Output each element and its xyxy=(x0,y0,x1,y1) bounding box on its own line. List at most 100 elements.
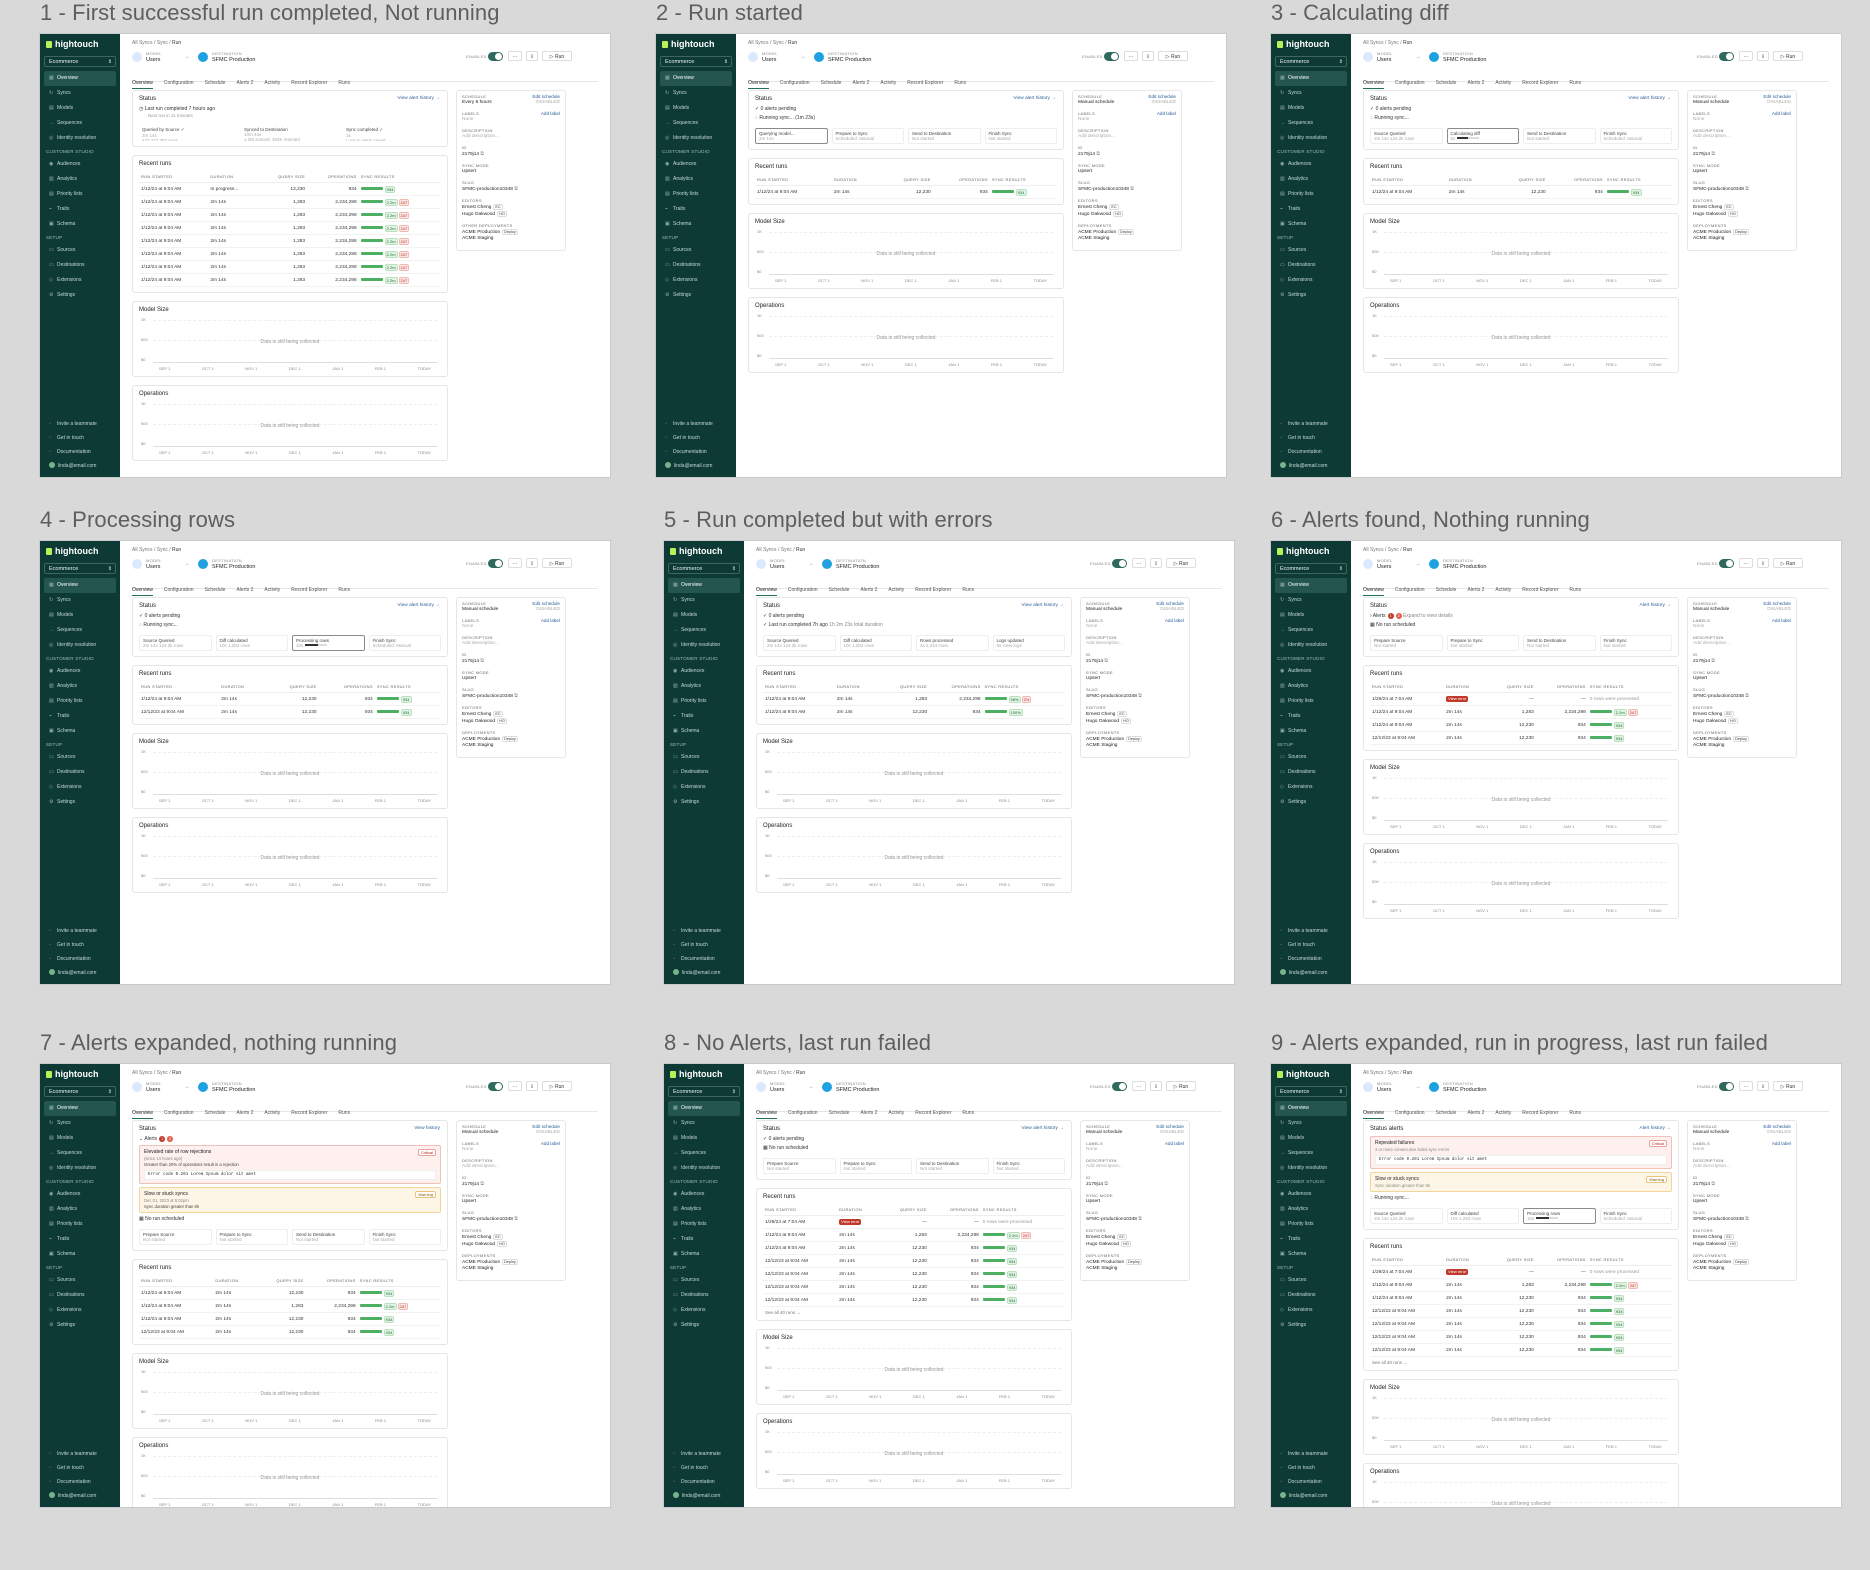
sidebar-item[interactable]: ▭ Sources xyxy=(668,1273,740,1288)
copy-icon[interactable]: ⧉ xyxy=(1138,1217,1142,1222)
sidebar-item[interactable]: ◇ Extensions xyxy=(660,273,732,288)
table-row[interactable]: 12/12/23 at 9:04 AM 2m 14s 12,230 934 934 xyxy=(763,1267,1065,1281)
breadcrumb-link[interactable]: All Syncs xyxy=(1363,1070,1384,1076)
sidebar-item[interactable]: ▥ Analytics xyxy=(1275,679,1347,694)
pin-icon[interactable]: ⇩ xyxy=(526,1081,538,1091)
table-row[interactable]: 1/12/24 at 9:04 AM 2m 14s 12,230 934 934 xyxy=(1370,1291,1672,1305)
table-row[interactable]: 1/12/24 at 9:04 AM 2m 14s 1,283 2,234,298 2.… xyxy=(139,247,441,261)
tab[interactable]: Activity xyxy=(1495,1110,1512,1116)
tab[interactable]: Record Explorer xyxy=(915,587,952,593)
sidebar-item[interactable]: ▤ Priority lists xyxy=(44,694,116,709)
view-error-button[interactable]: View error xyxy=(1446,696,1469,702)
sidebar-item[interactable]: ▤ Models xyxy=(668,608,740,623)
description-input[interactable]: Add description... xyxy=(1086,641,1124,646)
table-row[interactable]: 12/12/23 at 9:04 AM 2m 14s 12,230 934 934 xyxy=(1370,1330,1672,1344)
table-row[interactable]: 1/12/24 at 9:04 AM 2m 14s 1,283 2,234,298 98… xyxy=(763,692,1065,706)
sidebar-item[interactable]: ▣ Schema xyxy=(1275,217,1347,232)
table-row[interactable]: 12/12/23 at 9:04 AM 2m 14s 12,230 934 934 xyxy=(763,1293,1065,1307)
footer-link[interactable]: ◦ Invite a teammate xyxy=(660,417,732,431)
sidebar-item[interactable]: ◉ Audiences xyxy=(668,664,740,679)
add-label-link[interactable]: Add label xyxy=(540,618,560,623)
breadcrumb-link[interactable]: All Syncs xyxy=(132,1070,153,1076)
pin-icon[interactable]: ⇩ xyxy=(1757,558,1769,568)
copy-icon[interactable]: ⧉ xyxy=(514,187,518,192)
sidebar-item[interactable]: ▣ Schema xyxy=(668,724,740,739)
footer-link[interactable]: ◦ Documentation xyxy=(1275,1475,1347,1489)
sidebar-item[interactable]: ▤ Priority lists xyxy=(660,187,732,202)
sidebar-item[interactable]: ▤ Priority lists xyxy=(44,187,116,202)
deploy-button[interactable]: Deploy xyxy=(502,736,518,742)
sidebar-item[interactable]: ⚙ Settings xyxy=(1275,795,1347,810)
edit-schedule-link[interactable]: Edit schedule xyxy=(1156,1124,1184,1129)
alert-history-link[interactable]: View alert history → xyxy=(1628,96,1671,101)
pin-icon[interactable]: ⇩ xyxy=(1757,51,1769,61)
table-row[interactable]: 1/12/24 at 9:04 AM In progress... 12,230 93… xyxy=(139,182,441,196)
run-button[interactable]: ▷ Run xyxy=(1158,51,1188,61)
add-label-link[interactable]: Add label xyxy=(1156,111,1176,116)
breadcrumb-link[interactable]: Sync xyxy=(1387,40,1399,46)
sidebar-item[interactable]: ◇ Extensions xyxy=(44,780,116,795)
description-input[interactable]: Add description... xyxy=(1086,1164,1124,1169)
tab[interactable]: Schedule xyxy=(828,587,850,593)
column-header[interactable]: RUN STARTED xyxy=(139,171,209,183)
tab[interactable]: Configuration xyxy=(1394,1110,1425,1116)
breadcrumb-link[interactable]: Sync xyxy=(156,1070,168,1076)
run-button[interactable]: ▷ Run xyxy=(1166,558,1196,568)
sidebar-item[interactable]: ◉ Audiences xyxy=(44,157,116,172)
copy-icon[interactable]: ⧉ xyxy=(480,659,484,664)
table-row[interactable]: 1/12/24 at 9:04 AM 2m 14s 1,283 2,234,298 2.… xyxy=(139,234,441,248)
table-row[interactable]: 1/29/24 at 7:04 AM View error — —0 rows wer… xyxy=(763,1215,1065,1229)
footer-link[interactable]: ◦ Invite a teammate xyxy=(44,417,116,431)
sidebar-item[interactable]: ▭ Sources xyxy=(1275,243,1347,258)
sidebar-item[interactable]: ▤ Models xyxy=(660,101,732,116)
sidebar-item[interactable]: ↻ Syncs xyxy=(44,86,116,101)
sidebar-item[interactable]: ⌁ Traits xyxy=(668,1232,740,1247)
tab[interactable]: Runs xyxy=(338,80,351,86)
table-row[interactable]: 1/29/24 at 7:04 AM View error — —0 rows wer… xyxy=(1370,692,1672,706)
alert-critical[interactable]: Critical Repeated failures 3 or more conse… xyxy=(1370,1136,1672,1169)
footer-link[interactable]: ◦ Get in touch xyxy=(660,431,732,445)
sidebar-item[interactable]: ▦ Overview xyxy=(44,71,116,86)
tab[interactable]: Configuration xyxy=(787,1110,818,1116)
tab[interactable]: Record Explorer xyxy=(1522,80,1559,86)
sidebar-item[interactable]: ▤ Models xyxy=(44,1131,116,1146)
sidebar-item[interactable]: ▥ Analytics xyxy=(1275,172,1347,187)
footer-link[interactable]: ◦ Get in touch xyxy=(668,938,740,952)
sidebar-item[interactable]: ▥ Analytics xyxy=(1275,1202,1347,1217)
tab[interactable]: Schedule xyxy=(820,80,842,86)
table-row[interactable]: 1/12/24 at 9:04 AM 2m 14s 1,283 2,234,298 2.… xyxy=(139,221,441,235)
run-button[interactable]: ▷ Run xyxy=(1773,51,1803,61)
tab[interactable]: Alerts 2 xyxy=(236,587,254,593)
description-input[interactable]: Add description... xyxy=(1078,134,1116,139)
sidebar-item[interactable]: ◉ Audiences xyxy=(1275,157,1347,172)
alert-critical[interactable]: Critical Elevated rate of row rejections(… xyxy=(139,1145,441,1184)
copy-icon[interactable]: ⧉ xyxy=(1745,187,1749,192)
sidebar-item[interactable]: ◎ Identity resolution xyxy=(1275,131,1347,146)
deploy-button[interactable]: Deploy xyxy=(1118,229,1134,235)
breadcrumb-link[interactable]: Sync xyxy=(156,40,168,46)
description-input[interactable]: Add description... xyxy=(462,134,500,139)
breadcrumb-link[interactable]: Sync xyxy=(1387,1070,1399,1076)
sidebar-item[interactable]: ◇ Extensions xyxy=(44,273,116,288)
deploy-button[interactable]: Deploy xyxy=(502,229,518,235)
tab[interactable]: Configuration xyxy=(163,587,194,593)
workspace-select[interactable]: Ecommerce ⇕ xyxy=(668,563,740,574)
sidebar-item[interactable]: ↻ Syncs xyxy=(668,1116,740,1131)
sidebar-item[interactable]: ▤ Priority lists xyxy=(44,1217,116,1232)
enabled-toggle[interactable] xyxy=(488,1082,503,1091)
tab[interactable]: Runs xyxy=(954,80,967,86)
workspace-select[interactable]: Ecommerce ⇕ xyxy=(44,563,116,574)
sidebar-item[interactable]: ↻ Syncs xyxy=(668,593,740,608)
sidebar-item[interactable]: ↻ Syncs xyxy=(44,1116,116,1131)
breadcrumb-link[interactable]: Sync xyxy=(772,40,784,46)
footer-link[interactable]: ◦ Get in touch xyxy=(44,431,116,445)
user-menu[interactable]: linda@email.com xyxy=(44,1489,116,1503)
tab[interactable]: Record Explorer xyxy=(907,80,944,86)
alerts-summary[interactable]: ⌄ Alerts 1 2 xyxy=(139,1136,441,1142)
column-header[interactable]: RUN STARTED xyxy=(1370,174,1447,186)
footer-link[interactable]: ◦ Get in touch xyxy=(1275,1461,1347,1475)
tab[interactable]: Schedule xyxy=(204,587,226,593)
enabled-toggle[interactable] xyxy=(488,559,503,568)
more-button[interactable]: ··· xyxy=(1739,1081,1753,1091)
add-label-link[interactable]: Add label xyxy=(1771,618,1791,623)
